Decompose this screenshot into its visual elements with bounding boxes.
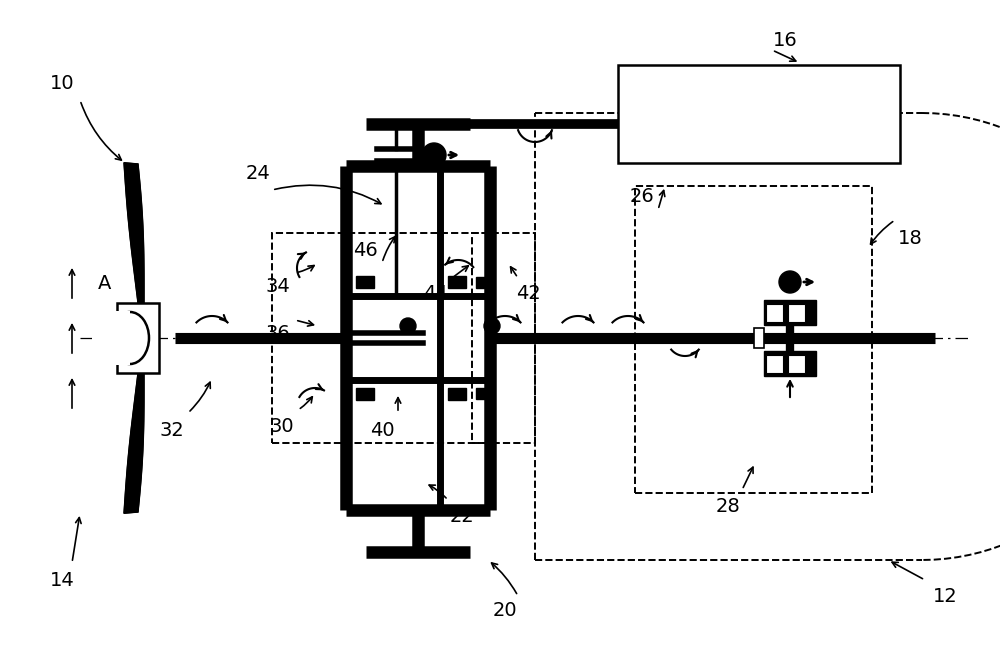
Text: 44: 44 [423,283,447,303]
Text: 46: 46 [353,240,377,259]
Bar [635,186,872,493]
Text: 14: 14 [50,570,74,589]
Text: 40: 40 [370,420,394,440]
Bar [354,174,482,502]
Text: 22: 22 [450,506,474,526]
Bar [272,233,492,443]
Bar [754,328,764,348]
Text: 24: 24 [246,164,270,182]
Text: 10: 10 [50,73,74,92]
Bar [448,276,466,288]
Bar [764,300,816,325]
Bar [476,277,492,288]
Circle shape [779,271,801,293]
Text: 32: 32 [160,420,184,440]
Text: 42: 42 [516,283,540,303]
Bar [346,166,490,510]
Circle shape [484,318,500,334]
Bar [788,304,805,322]
Text: 16: 16 [773,31,797,49]
Text: 34: 34 [266,277,290,295]
Text: 12: 12 [933,587,957,605]
Bar [476,388,492,399]
Bar [448,388,466,400]
Bar [766,355,783,373]
Bar [117,303,159,373]
Bar [788,355,805,373]
Bar [618,65,900,163]
Bar [92,311,130,365]
Ellipse shape [111,312,149,364]
Text: A: A [98,273,112,293]
Text: 28: 28 [716,496,740,516]
Polygon shape [124,373,144,513]
Bar [356,276,374,288]
Circle shape [422,143,446,167]
Bar [356,388,374,400]
Text: 36: 36 [266,323,290,343]
Polygon shape [124,163,144,303]
Text: 20: 20 [493,601,517,619]
Circle shape [400,318,416,334]
Text: 26: 26 [630,186,654,206]
Bar [766,304,783,322]
Text: 30: 30 [270,417,294,436]
Bar [764,351,816,376]
Bar [472,233,535,443]
Text: 18: 18 [898,228,922,248]
